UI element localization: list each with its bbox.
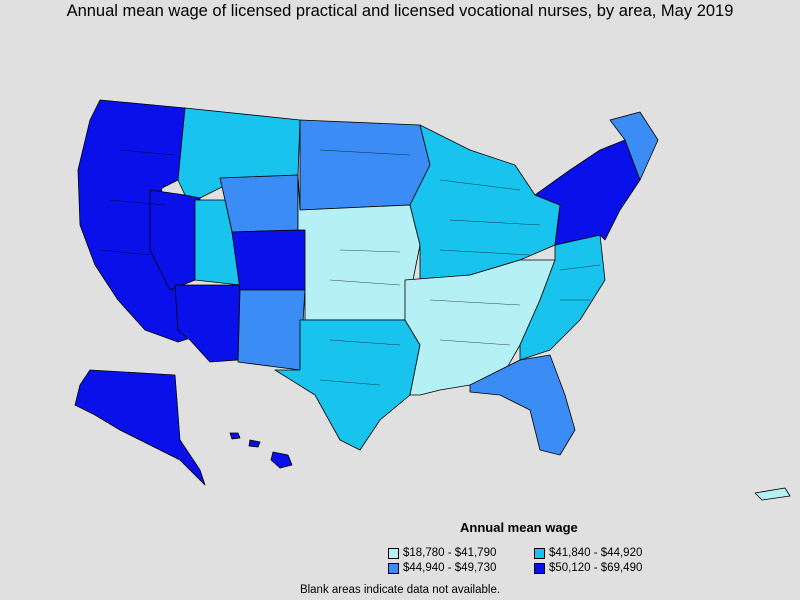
legend-label-tier3: $44,940 - $49,730 (403, 562, 497, 574)
legend-swatch-tier3 (388, 562, 399, 574)
legend-item-tier2: $41,840 - $44,920 (534, 547, 642, 559)
legend-title: Annual mean wage (460, 520, 578, 535)
legend-swatch-tier1 (388, 547, 399, 559)
region-southeast (519, 234, 606, 361)
legend-label-tier2: $41,840 - $44,920 (549, 547, 643, 559)
legend-label-tier4: $50,120 - $69,490 (549, 562, 643, 574)
footnote: Blank areas indicate data not available. (299, 584, 501, 596)
legend-swatch-tier4 (534, 562, 545, 574)
region-northeast (534, 139, 641, 246)
region-northern-plains (299, 119, 431, 211)
map-title: Annual mean wage of licensed practical a… (66, 2, 734, 20)
region-wyoming (219, 174, 299, 233)
region-new-mexico (237, 289, 306, 371)
region-alaska (74, 369, 206, 486)
region-hawaii (270, 451, 293, 469)
region-florida (469, 354, 576, 456)
region-puerto-rico (754, 487, 791, 501)
legend-item-tier4: $50,120 - $69,490 (534, 562, 642, 574)
region-arizona (174, 284, 241, 363)
legend-item-tier3: $44,940 - $49,730 (388, 562, 496, 574)
legend-swatch-tier2 (534, 547, 545, 559)
region-hawaii-islands (229, 432, 261, 448)
region-colorado (231, 229, 306, 291)
legend-item-tier1: $18,780 - $41,790 (388, 547, 496, 559)
region-maine (609, 111, 659, 181)
region-midwest (409, 124, 561, 281)
legend-label-tier1: $18,780 - $41,790 (403, 547, 497, 559)
